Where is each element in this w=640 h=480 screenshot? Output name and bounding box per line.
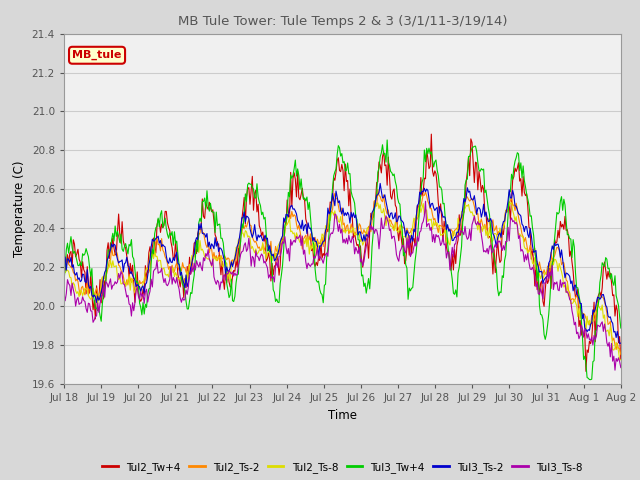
Tul3_Ts-2 <box>616 341 623 347</box>
Tul2_Tw+4 <box>372 198 380 204</box>
Tul2_Ts-2 <box>374 187 381 192</box>
Tul2_Ts-2 <box>60 264 68 270</box>
Line: Tul2_Tw+4: Tul2_Tw+4 <box>64 134 621 372</box>
Tul2_Ts-2 <box>617 352 625 358</box>
Line: Tul3_Tw+4: Tul3_Tw+4 <box>64 140 621 380</box>
Tul3_Ts-8 <box>567 298 575 304</box>
Tul3_Tw+4 <box>617 325 625 331</box>
Y-axis label: Temperature (C): Temperature (C) <box>13 160 26 257</box>
X-axis label: Time: Time <box>328 408 357 421</box>
Tul3_Ts-2 <box>60 258 68 264</box>
Text: MB_tule: MB_tule <box>72 50 122 60</box>
Tul3_Ts-2 <box>617 340 625 346</box>
Tul2_Ts-8 <box>508 200 515 205</box>
Tul3_Ts-2 <box>376 180 384 186</box>
Tul2_Tw+4 <box>60 251 68 256</box>
Tul2_Tw+4 <box>399 244 406 250</box>
Tul3_Ts-8 <box>470 213 478 219</box>
Tul3_Tw+4 <box>295 173 303 179</box>
Tul2_Tw+4 <box>567 248 575 254</box>
Tul2_Tw+4 <box>470 180 478 185</box>
Tul3_Tw+4 <box>60 278 68 284</box>
Tul3_Ts-8 <box>60 290 68 296</box>
Tul2_Ts-8 <box>60 270 68 276</box>
Tul2_Ts-2 <box>234 243 241 249</box>
Tul3_Ts-2 <box>567 281 575 287</box>
Tul2_Ts-2 <box>470 204 478 209</box>
Tul2_Ts-8 <box>469 213 477 218</box>
Tul2_Tw+4 <box>234 264 241 270</box>
Tul3_Ts-8 <box>617 365 625 371</box>
Tul3_Ts-8 <box>372 227 380 232</box>
Tul2_Ts-2 <box>399 225 407 230</box>
Line: Tul2_Ts-2: Tul2_Ts-2 <box>64 190 621 355</box>
Tul3_Ts-8 <box>399 243 406 249</box>
Tul2_Ts-8 <box>399 234 406 240</box>
Tul2_Ts-2 <box>567 298 575 303</box>
Tul2_Ts-8 <box>295 237 303 242</box>
Tul3_Tw+4 <box>234 272 241 278</box>
Tul3_Ts-8 <box>422 198 429 204</box>
Line: Tul3_Ts-2: Tul3_Ts-2 <box>64 183 621 344</box>
Tul2_Ts-8 <box>567 300 575 306</box>
Tul2_Tw+4 <box>428 131 435 137</box>
Line: Tul2_Ts-8: Tul2_Ts-8 <box>64 203 621 360</box>
Tul2_Ts-8 <box>234 246 241 252</box>
Tul3_Ts-8 <box>295 235 303 240</box>
Tul3_Ts-8 <box>611 367 619 373</box>
Tul2_Tw+4 <box>295 195 303 201</box>
Tul3_Ts-2 <box>295 219 303 225</box>
Tul2_Ts-2 <box>372 203 380 209</box>
Tul2_Tw+4 <box>617 357 625 362</box>
Tul2_Ts-8 <box>372 202 380 207</box>
Line: Tul3_Ts-8: Tul3_Ts-8 <box>64 201 621 370</box>
Legend: Tul2_Tw+4, Tul2_Ts-2, Tul2_Ts-8, Tul3_Tw+4, Tul3_Ts-2, Tul3_Ts-8: Tul2_Tw+4, Tul2_Ts-2, Tul2_Ts-8, Tul3_Tw… <box>98 457 587 477</box>
Tul2_Ts-8 <box>617 357 625 363</box>
Tul2_Tw+4 <box>582 369 590 374</box>
Tul3_Ts-2 <box>399 220 407 226</box>
Tul3_Tw+4 <box>587 377 595 383</box>
Tul3_Ts-2 <box>372 198 380 204</box>
Title: MB Tule Tower: Tule Temps 2 & 3 (3/1/11-3/19/14): MB Tule Tower: Tule Temps 2 & 3 (3/1/11-… <box>178 15 507 28</box>
Tul3_Tw+4 <box>399 253 407 259</box>
Tul3_Ts-2 <box>470 193 478 199</box>
Tul3_Tw+4 <box>470 144 478 149</box>
Tul3_Tw+4 <box>383 137 391 143</box>
Tul3_Tw+4 <box>372 197 380 203</box>
Tul2_Ts-2 <box>295 222 303 228</box>
Tul3_Ts-8 <box>234 271 241 277</box>
Tul3_Ts-2 <box>234 244 241 250</box>
Tul3_Tw+4 <box>567 236 575 242</box>
